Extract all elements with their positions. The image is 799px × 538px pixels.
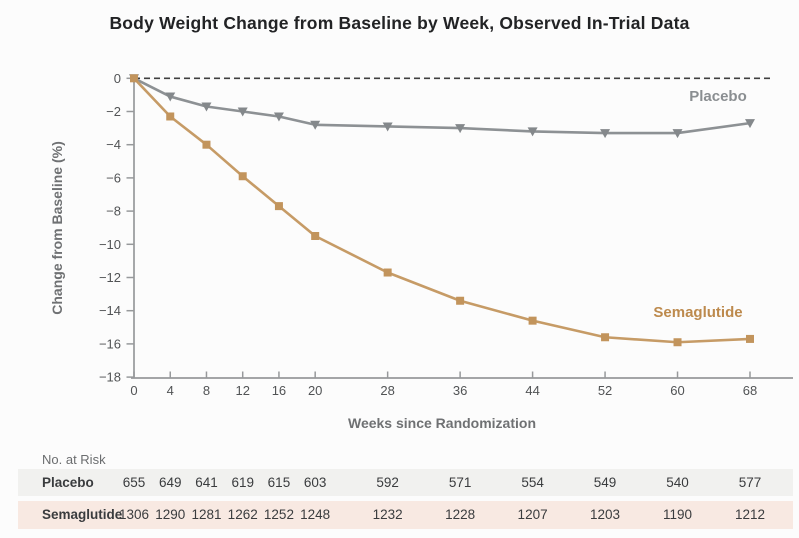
placebo-marker bbox=[672, 129, 683, 139]
x-axis-title: Weeks since Randomization bbox=[348, 415, 536, 431]
risk-value: 1232 bbox=[372, 507, 403, 522]
semaglutide-marker bbox=[274, 202, 283, 211]
x-tick-label: 36 bbox=[453, 383, 467, 398]
risk-table-header: No. at Risk bbox=[42, 452, 106, 467]
x-tick-label: 8 bbox=[203, 383, 210, 398]
risk-value: 1212 bbox=[734, 507, 766, 522]
x-tick-label: 4 bbox=[167, 383, 174, 398]
placebo-marker bbox=[600, 129, 611, 139]
y-tick-label: −14 bbox=[99, 303, 121, 318]
x-tick-label: 52 bbox=[598, 383, 612, 398]
x-tick-label: 44 bbox=[525, 383, 539, 398]
y-tick-label: −16 bbox=[99, 336, 121, 351]
risk-value: 619 bbox=[231, 475, 254, 490]
y-axis-title: Change from Baseline (%) bbox=[49, 141, 65, 314]
risk-value: 1248 bbox=[300, 507, 331, 522]
semaglutide-marker bbox=[238, 172, 247, 181]
risk-value: 1262 bbox=[227, 507, 258, 522]
risk-value: 1228 bbox=[445, 507, 476, 522]
semaglutide-marker bbox=[673, 338, 682, 347]
risk-row-placebo: Placebo 655 649 641 619 615 603 592 571 554 549 54… bbox=[18, 469, 793, 496]
placebo-marker bbox=[237, 107, 248, 117]
risk-value: 577 bbox=[738, 475, 762, 490]
weight-change-line-chart: 0 −2 −4 −6 −8 −10 −12 −14 −16 −18 0 4 8 12 16 20 28 36 44 5… bbox=[49, 71, 793, 431]
risk-value: 1281 bbox=[191, 507, 222, 522]
risk-value: 649 bbox=[158, 475, 182, 490]
semaglutide-marker bbox=[456, 296, 465, 305]
y-tick-label: −10 bbox=[99, 237, 121, 252]
semaglutide-marker bbox=[746, 334, 754, 343]
placebo-series-label: Placebo bbox=[689, 88, 747, 105]
y-tick-label: 0 bbox=[114, 71, 121, 86]
semaglutide-marker bbox=[130, 74, 138, 83]
y-tick-label: −2 bbox=[106, 104, 121, 119]
risk-value: 1252 bbox=[263, 507, 294, 522]
risk-row-label: Placebo bbox=[42, 475, 94, 490]
risk-value: 592 bbox=[376, 475, 399, 490]
risk-value: 655 bbox=[122, 475, 146, 490]
risk-value: 1306 bbox=[118, 507, 150, 522]
risk-value: 571 bbox=[448, 475, 472, 490]
placebo-marker bbox=[310, 120, 321, 130]
placebo-marker bbox=[745, 119, 755, 129]
semaglutide-marker bbox=[166, 112, 175, 121]
placebo-marker bbox=[165, 92, 176, 102]
x-tick-label: 68 bbox=[743, 383, 757, 398]
risk-value: 641 bbox=[195, 475, 218, 490]
semaglutide-marker bbox=[311, 232, 320, 240]
risk-value: 603 bbox=[303, 475, 327, 490]
placebo-marker bbox=[201, 102, 212, 112]
chart-title: Body Weight Change from Baseline by Week… bbox=[109, 13, 690, 33]
semaglutide-marker bbox=[528, 316, 537, 325]
y-tick-label: −12 bbox=[99, 270, 121, 285]
risk-value: 549 bbox=[593, 475, 617, 490]
risk-value: 540 bbox=[666, 475, 689, 490]
x-tick-label: 20 bbox=[308, 383, 322, 398]
x-tick-label: 60 bbox=[670, 383, 684, 398]
placebo-line bbox=[133, 77, 751, 135]
x-tick-label: 28 bbox=[380, 383, 394, 398]
risk-value: 1190 bbox=[663, 507, 693, 522]
y-tick-label: −8 bbox=[106, 204, 121, 219]
semaglutide-line bbox=[133, 77, 751, 344]
x-tick-label: 16 bbox=[272, 383, 286, 398]
placebo-marker bbox=[273, 112, 284, 122]
risk-value: 1290 bbox=[155, 507, 186, 522]
risk-value: 554 bbox=[521, 475, 544, 490]
placebo-marker bbox=[382, 122, 393, 132]
semaglutide-marker bbox=[383, 268, 392, 277]
number-at-risk-table: No. at Risk Placebo 655 649 641 619 615 603 59… bbox=[0, 448, 799, 538]
risk-row-semaglutide: Semaglutide 1306 1290 1281 1262 1252 1248 1232… bbox=[18, 501, 793, 529]
semaglutide-marker bbox=[202, 140, 211, 149]
risk-value: 1207 bbox=[517, 507, 548, 522]
risk-value: 1203 bbox=[590, 507, 621, 522]
x-tick-label: 12 bbox=[235, 383, 249, 398]
y-tick-label: −18 bbox=[99, 370, 121, 385]
x-tick-label: 0 bbox=[130, 383, 137, 398]
y-tick-label: −4 bbox=[106, 137, 121, 152]
placebo-marker bbox=[527, 127, 538, 137]
risk-row-label: Semaglutide bbox=[42, 507, 123, 522]
risk-value: 615 bbox=[267, 475, 291, 490]
placebo-marker bbox=[455, 124, 466, 134]
y-tick-label: −6 bbox=[106, 170, 121, 185]
semaglutide-series-label: Semaglutide bbox=[653, 304, 742, 321]
semaglutide-marker bbox=[601, 333, 610, 342]
